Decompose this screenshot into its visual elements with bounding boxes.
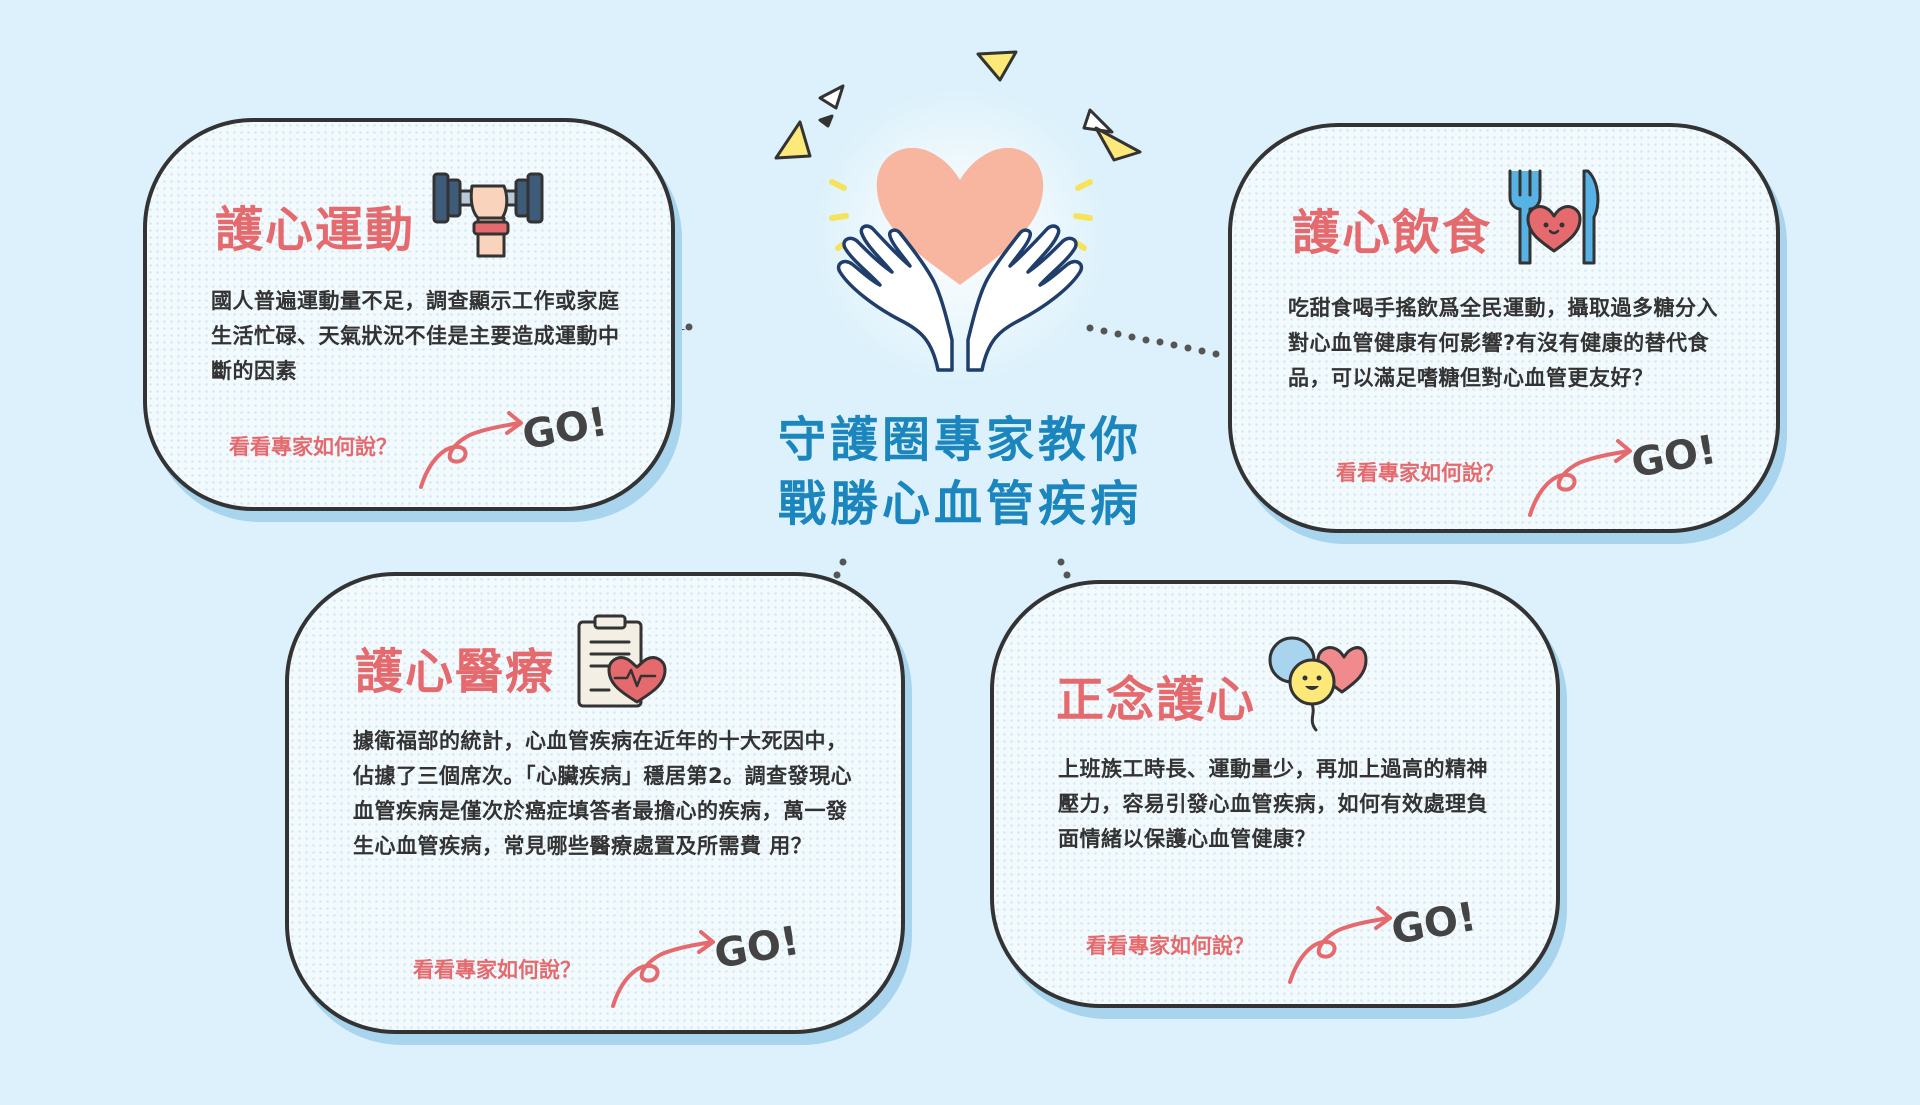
main-title-line-1: 守護圈專家教你: [777, 412, 1142, 468]
dumbbell-arm-icon: [432, 172, 544, 258]
go-button[interactable]: GO!: [415, 399, 615, 489]
heart-shape: [876, 147, 1044, 285]
card-description: 吃甜食喝手搖飲爲全民運動，攝取過多糖分入對心血管健康有何影響?有沒有健康的替代食…: [1288, 296, 1718, 390]
cta-see-expert[interactable]: 看看專家如何說？: [1086, 934, 1254, 958]
open-hands: [836, 224, 1084, 372]
go-label: GO!: [711, 917, 803, 978]
card-description: 上班族工時長、運動量少，再加上過高的精神壓力，容易引發心血管疾病，如何有效處理負…: [1058, 757, 1488, 851]
curly-arrow-icon: [419, 411, 523, 489]
main-title-line-2: 戰勝心血管疾病: [777, 476, 1142, 532]
go-label: GO!: [519, 398, 611, 459]
heart-in-hands-illustration: [774, 50, 1142, 380]
go-label: GO!: [1388, 893, 1480, 954]
cta-see-expert[interactable]: 看看專家如何說？: [1336, 461, 1504, 485]
card-description: 據衛福部的統計，心血管疾病在近年的十大死因中，佔據了三個席次。「心臟疾病」穩居第…: [353, 729, 853, 858]
card-description: 國人普遍運動量不足，調查顯示工作或家庭生活忙碌、天氣狀況不佳是主要造成運動中斷的…: [211, 289, 620, 383]
curly-arrow-icon: [611, 930, 715, 1008]
card-exercise[interactable]: 護心運動 國人普遍運動量不足，調查顯示工作或家庭生活忙碌、天氣狀況不佳是主要造成…: [143, 118, 675, 511]
card-title: 護心醫療: [355, 644, 556, 700]
cta-see-expert[interactable]: 看看專家如何說？: [229, 435, 397, 459]
confetti-triangles: [774, 50, 1142, 162]
card-title: 護心飲食: [1292, 205, 1493, 261]
go-label: GO!: [1628, 426, 1720, 487]
fork-heart-knife-icon: [1508, 169, 1600, 265]
cta-see-expert[interactable]: 看看專家如何說？: [413, 958, 581, 982]
main-title: 守護圈專家教你 戰勝心血管疾病: [740, 408, 1180, 536]
curly-arrow-icon: [1288, 906, 1392, 984]
card-title: 護心運動: [215, 202, 416, 258]
card-medical[interactable]: 護心醫療 據衛福部的統計，心血管疾病在近年的十大死因中，佔據了三個席次。「心臟疾…: [285, 572, 905, 1034]
go-button[interactable]: GO!: [607, 918, 807, 1008]
curly-arrow-icon: [1528, 439, 1632, 517]
card-mindfulness[interactable]: 正念護心 上班族工時長、運動量少，再加上過高的精神壓力，容易引發心血管疾病，如何…: [990, 580, 1560, 1008]
smiley-balloons-icon: [1268, 636, 1368, 732]
go-button[interactable]: GO!: [1524, 427, 1724, 517]
go-button[interactable]: GO!: [1284, 894, 1484, 984]
card-title: 正念護心: [1056, 672, 1257, 728]
medical-clipboard-heart-icon: [577, 614, 667, 708]
card-diet[interactable]: 護心飲食 吃甜食喝手搖飲爲全民運動，攝取過多糖分入對心血管健康有何影響?有沒有健…: [1228, 123, 1780, 533]
